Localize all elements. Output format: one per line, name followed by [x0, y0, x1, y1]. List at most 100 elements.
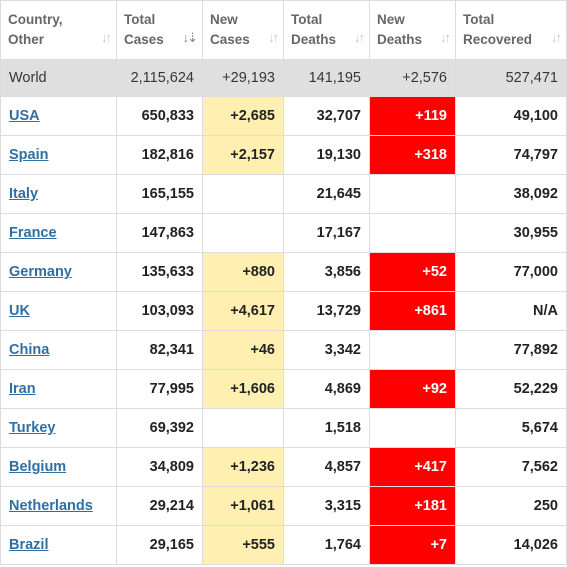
table-row: Germany 135,633 +880 3,856 +52 77,000 [0, 252, 567, 292]
total-recovered-cell: 5,674 [455, 408, 567, 448]
new-cases-cell: +2,685 [202, 96, 284, 136]
total-cases-cell: 69,392 [116, 408, 203, 448]
new-cases-cell: +1,236 [202, 447, 284, 487]
sort-arrows-icon[interactable]: ↓⇣ [182, 30, 198, 45]
column-header-label: New Cases [210, 12, 250, 47]
table-row: Netherlands 29,214 +1,061 3,315 +181 250 [0, 486, 567, 526]
country-link[interactable]: UK [9, 303, 30, 319]
sort-arrows-icon[interactable]: ↓↑ [440, 30, 451, 45]
new-deaths-cell [369, 330, 456, 370]
total-cases-cell: 29,214 [116, 486, 203, 526]
table-row: Spain 182,816 +2,157 19,130 +318 74,797 [0, 135, 567, 175]
table-row: UK 103,093 +4,617 13,729 +861 N/A [0, 291, 567, 331]
table-row: Iran 77,995 +1,606 4,869 +92 52,229 [0, 369, 567, 409]
total-recovered-cell: 74,797 [455, 135, 567, 175]
total-recovered-cell: 14,026 [455, 525, 567, 565]
new-cases-cell [202, 408, 284, 448]
total-cases-cell: 77,995 [116, 369, 203, 409]
total-recovered-cell: 77,000 [455, 252, 567, 292]
new-cases-cell: +880 [202, 252, 284, 292]
country-link[interactable]: Spain [9, 147, 49, 163]
sort-arrows-icon[interactable]: ↓↑ [551, 30, 562, 45]
column-header-total-recovered[interactable]: Total Recovered ↓↑ [455, 0, 567, 60]
total-deaths-cell: 3,342 [283, 330, 370, 370]
column-header-total-cases[interactable]: Total Cases ↓⇣ [116, 0, 203, 60]
total-cases-cell: 135,633 [116, 252, 203, 292]
table-header: Country, Other ↓↑ Total Cases ↓⇣ New Cases … [0, 0, 567, 60]
table-row: USA 650,833 +2,685 32,707 +119 49,100 [0, 96, 567, 136]
column-header-label: Total Deaths [291, 12, 337, 47]
total-deaths-cell: 1,764 [283, 525, 370, 565]
new-deaths-cell: +181 [369, 486, 456, 526]
table-row: France 147,863 17,167 30,955 [0, 213, 567, 253]
country-cell: France [0, 213, 117, 253]
world-label: World [0, 59, 117, 97]
sort-arrows-icon[interactable]: ↓↑ [268, 30, 279, 45]
new-cases-cell: +1,606 [202, 369, 284, 409]
country-link[interactable]: USA [9, 108, 40, 124]
total-cases-cell: 29,165 [116, 525, 203, 565]
country-link[interactable]: Netherlands [9, 498, 93, 514]
new-deaths-cell: +52 [369, 252, 456, 292]
country-cell: Italy [0, 174, 117, 214]
country-link[interactable]: Brazil [9, 537, 49, 553]
total-cases-cell: 147,863 [116, 213, 203, 253]
new-deaths-cell: +318 [369, 135, 456, 175]
total-recovered-cell: 38,092 [455, 174, 567, 214]
total-cases-cell: 165,155 [116, 174, 203, 214]
country-link[interactable]: Turkey [9, 420, 56, 436]
world-total-row: World 2,115,624 +29,193 141,195 +2,576 5… [0, 59, 567, 97]
column-header-new-cases[interactable]: New Cases ↓↑ [202, 0, 284, 60]
country-link[interactable]: France [9, 225, 57, 241]
column-header-country[interactable]: Country, Other ↓↑ [0, 0, 117, 60]
new-deaths-cell [369, 174, 456, 214]
table-row: Italy 165,155 21,645 38,092 [0, 174, 567, 214]
table-row: China 82,341 +46 3,342 77,892 [0, 330, 567, 370]
total-deaths-cell: 21,645 [283, 174, 370, 214]
total-cases-cell: 103,093 [116, 291, 203, 331]
total-deaths-cell: 1,518 [283, 408, 370, 448]
new-deaths-cell [369, 408, 456, 448]
total-deaths-cell: 17,167 [283, 213, 370, 253]
country-link[interactable]: Belgium [9, 459, 67, 475]
world-new-deaths: +2,576 [369, 59, 456, 97]
sort-arrows-icon[interactable]: ↓↑ [354, 30, 365, 45]
new-cases-cell: +2,157 [202, 135, 284, 175]
country-cell: UK [0, 291, 117, 331]
total-recovered-cell: 52,229 [455, 369, 567, 409]
column-header-label: Total Cases [124, 12, 164, 47]
world-total-recovered: 527,471 [455, 59, 567, 97]
country-link[interactable]: Iran [9, 381, 36, 397]
total-deaths-cell: 3,315 [283, 486, 370, 526]
country-link[interactable]: Germany [9, 264, 72, 280]
total-deaths-cell: 19,130 [283, 135, 370, 175]
total-cases-cell: 34,809 [116, 447, 203, 487]
country-cell: Germany [0, 252, 117, 292]
total-deaths-cell: 3,856 [283, 252, 370, 292]
new-cases-cell [202, 174, 284, 214]
table-body: World 2,115,624 +29,193 141,195 +2,576 5… [0, 59, 567, 565]
new-deaths-cell: +417 [369, 447, 456, 487]
sort-arrows-icon[interactable]: ↓↑ [101, 30, 112, 45]
country-cell: Iran [0, 369, 117, 409]
total-deaths-cell: 32,707 [283, 96, 370, 136]
total-deaths-cell: 4,869 [283, 369, 370, 409]
column-header-label: Country, Other [8, 12, 63, 47]
country-cell: Belgium [0, 447, 117, 487]
total-cases-cell: 182,816 [116, 135, 203, 175]
new-cases-cell [202, 213, 284, 253]
new-cases-cell: +4,617 [202, 291, 284, 331]
world-total-cases: 2,115,624 [116, 59, 203, 97]
table-row: Turkey 69,392 1,518 5,674 [0, 408, 567, 448]
column-header-new-deaths[interactable]: New Deaths ↓↑ [369, 0, 456, 60]
new-deaths-cell: +861 [369, 291, 456, 331]
country-cell: Brazil [0, 525, 117, 565]
column-header-total-deaths[interactable]: Total Deaths ↓↑ [283, 0, 370, 60]
country-cell: Turkey [0, 408, 117, 448]
total-deaths-cell: 4,857 [283, 447, 370, 487]
total-deaths-cell: 13,729 [283, 291, 370, 331]
country-link[interactable]: China [9, 342, 50, 358]
country-link[interactable]: Italy [9, 186, 39, 202]
new-cases-cell: +1,061 [202, 486, 284, 526]
